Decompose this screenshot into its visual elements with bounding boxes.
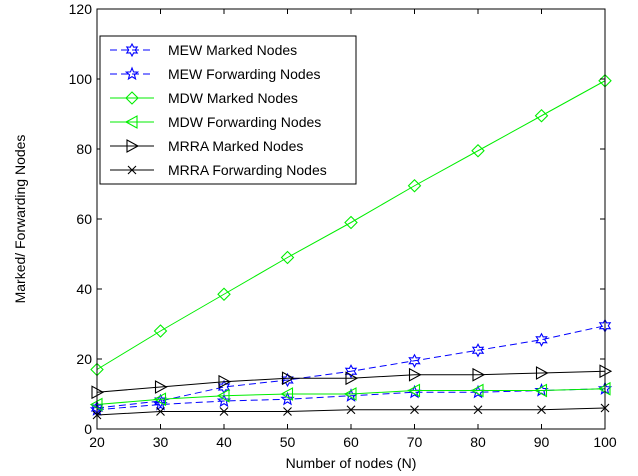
legend-marker xyxy=(125,42,139,58)
data-point xyxy=(408,367,422,382)
data-point xyxy=(537,405,546,415)
legend-entry: MDW Forwarding Nodes xyxy=(110,114,321,130)
data-point xyxy=(346,405,356,415)
data-point xyxy=(345,371,359,386)
legend-marker xyxy=(125,91,139,105)
legend-entry: MDW Marked Nodes xyxy=(110,90,298,106)
x-tick-label: 20 xyxy=(89,434,105,450)
x-tick-label: 30 xyxy=(153,434,169,450)
data-point xyxy=(470,383,484,398)
y-tick-label: 100 xyxy=(69,71,93,87)
data-point xyxy=(280,387,294,401)
legend-entry: MEW Forwarding Nodes xyxy=(110,66,321,82)
data-point xyxy=(534,108,549,123)
legend: MEW Marked Nodes MEW Forwarding Nodes MDW … xyxy=(99,35,357,185)
y-tick-label: 20 xyxy=(76,351,92,367)
legend-marker xyxy=(124,115,138,129)
legend-marker xyxy=(124,66,140,81)
data-point xyxy=(281,371,295,386)
x-tick-label: 70 xyxy=(407,434,423,450)
series-line xyxy=(96,80,606,370)
data-point xyxy=(408,353,421,368)
data-point xyxy=(535,366,549,380)
data-point xyxy=(535,332,548,347)
data-point xyxy=(472,367,486,382)
x-tick-label: 80 xyxy=(470,434,486,450)
series-line xyxy=(96,325,606,409)
y-tick-label: 60 xyxy=(76,211,92,227)
series-5 xyxy=(91,364,613,400)
data-point xyxy=(534,383,548,398)
data-point xyxy=(471,143,485,158)
data-point xyxy=(283,407,292,416)
data-point xyxy=(407,383,421,398)
data-point xyxy=(154,380,168,394)
series-line xyxy=(96,388,606,405)
data-point xyxy=(280,250,295,265)
series-group xyxy=(89,73,613,420)
legend-marker xyxy=(127,165,137,175)
data-point xyxy=(471,343,485,358)
series-6 xyxy=(92,403,610,420)
data-point xyxy=(153,396,168,411)
legend-marker xyxy=(126,139,140,153)
legend-label: MEW Forwarding Nodes xyxy=(168,66,321,82)
data-point xyxy=(280,391,295,406)
data-point xyxy=(217,287,231,302)
data-point xyxy=(343,387,357,401)
legend-label: MDW Marked Nodes xyxy=(168,90,298,106)
data-point xyxy=(407,178,422,193)
data-point xyxy=(344,364,358,379)
x-tick-label: 100 xyxy=(593,434,617,450)
data-point xyxy=(344,215,358,230)
y-tick-label: 0 xyxy=(84,421,92,437)
y-tick-label: 120 xyxy=(69,1,93,17)
legend-box xyxy=(99,35,357,185)
data-point xyxy=(410,405,419,415)
legend-label: MEW Marked Nodes xyxy=(168,42,297,58)
data-point xyxy=(219,407,229,416)
data-point xyxy=(534,382,549,397)
data-point xyxy=(216,393,232,408)
x-tick-label: 60 xyxy=(343,434,359,450)
legend-entry: MRRA Forwarding Nodes xyxy=(110,162,327,178)
data-point xyxy=(473,405,483,415)
data-point xyxy=(153,324,168,338)
y-axis-label: Marked/ Forwarding Nodes xyxy=(12,135,28,304)
legend-entry: MEW Marked Nodes xyxy=(110,42,297,58)
series-line xyxy=(96,370,606,393)
y-tick-label: 80 xyxy=(76,141,92,157)
series-3 xyxy=(90,73,612,377)
data-point xyxy=(153,392,167,407)
y-tick-label: 40 xyxy=(76,281,92,297)
x-axis-label: Number of nodes (N) xyxy=(286,455,417,471)
x-tick-label: 90 xyxy=(534,434,550,450)
data-point xyxy=(216,388,230,403)
legend-label: MRRA Marked Nodes xyxy=(168,138,303,154)
legend-label: MRRA Forwarding Nodes xyxy=(168,162,327,178)
data-point xyxy=(218,374,232,389)
legend-label: MDW Forwarding Nodes xyxy=(168,114,321,130)
legend-entry: MRRA Marked Nodes xyxy=(110,138,303,154)
series-line xyxy=(96,388,606,411)
x-tick-label: 50 xyxy=(280,434,296,450)
data-point xyxy=(156,407,165,416)
x-tick-label: 40 xyxy=(216,434,232,450)
